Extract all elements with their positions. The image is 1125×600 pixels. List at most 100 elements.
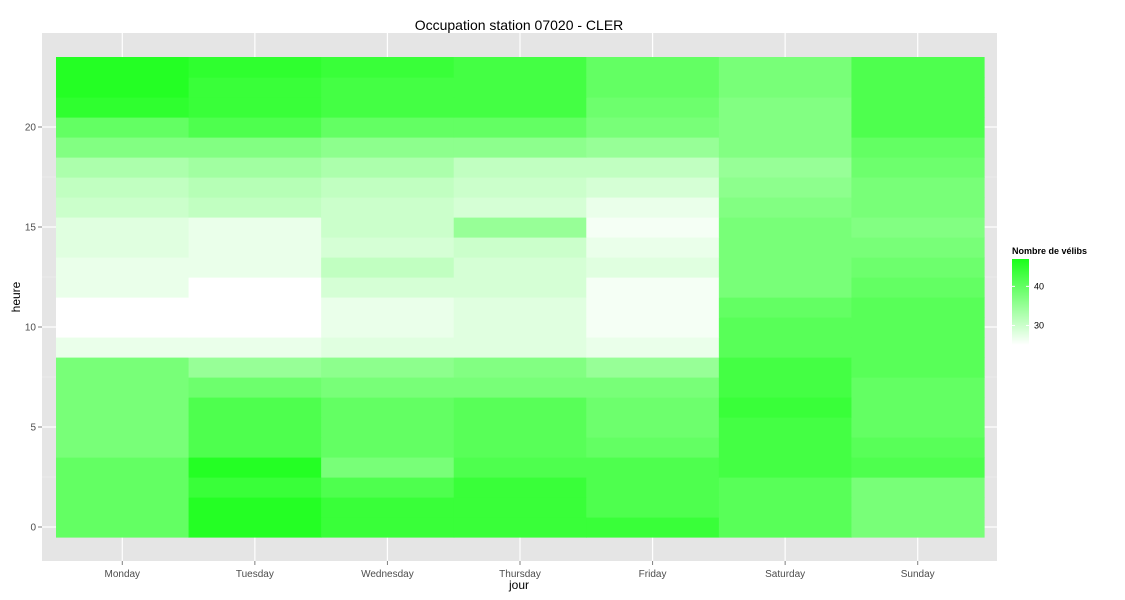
heatmap-tile xyxy=(453,257,587,278)
heatmap-tile xyxy=(453,277,587,298)
heatmap-tile xyxy=(453,337,587,358)
heatmap-tile xyxy=(718,137,853,158)
heatmap-tile xyxy=(56,277,190,298)
heatmap-tile xyxy=(321,477,455,498)
heatmap-tile xyxy=(56,77,190,98)
y-tick-label: 0 xyxy=(30,523,36,534)
heatmap-tile xyxy=(56,477,190,498)
heatmap-tile xyxy=(586,297,720,318)
heatmap-tile xyxy=(453,97,587,118)
heatmap-tile xyxy=(188,157,322,178)
heatmap-tile xyxy=(321,177,455,198)
heatmap-tile xyxy=(188,237,322,258)
x-axis-title: jour xyxy=(508,578,529,592)
heatmap-tile xyxy=(851,457,985,478)
heatmap-tile xyxy=(188,57,322,78)
heatmap-tile xyxy=(718,357,853,378)
heatmap-tile xyxy=(718,157,853,178)
heatmap-tile xyxy=(851,217,985,238)
x-tick-label: Tuesday xyxy=(236,569,274,580)
heatmap-tile xyxy=(718,517,853,538)
heatmap-tile xyxy=(56,377,190,398)
heatmap-tile xyxy=(453,237,587,258)
heatmap-tile xyxy=(56,237,190,258)
heatmap-tile xyxy=(851,77,985,98)
heatmap-tile xyxy=(188,417,322,438)
heatmap-tiles xyxy=(56,57,985,538)
heatmap-tile xyxy=(453,57,587,78)
heatmap-tile xyxy=(718,257,853,278)
heatmap-tile xyxy=(321,137,455,158)
heatmap-tile xyxy=(851,137,985,158)
heatmap-tile xyxy=(56,117,190,138)
heatmap-tile xyxy=(453,177,587,198)
heatmap-tile xyxy=(851,197,985,218)
heatmap-tile xyxy=(851,437,985,458)
heatmap-tile xyxy=(453,497,587,518)
heatmap-tile xyxy=(453,197,587,218)
heatmap-tile xyxy=(188,517,322,538)
heatmap-tile xyxy=(321,77,455,98)
heatmap-tile xyxy=(188,377,322,398)
heatmap-tile xyxy=(586,417,720,438)
heatmap-tile xyxy=(188,77,322,98)
heatmap-tile xyxy=(321,297,455,318)
heatmap-tile xyxy=(851,157,985,178)
heatmap-tile xyxy=(453,317,587,338)
heatmap-tile xyxy=(851,237,985,258)
heatmap-tile xyxy=(851,517,985,538)
heatmap-tile xyxy=(188,397,322,418)
x-axis: Monday Tuesday Wednesday Thursday Friday Satu… xyxy=(104,561,935,580)
heatmap-tile xyxy=(851,117,985,138)
heatmap-tile xyxy=(56,137,190,158)
heatmap-tile xyxy=(851,337,985,358)
heatmap-tile xyxy=(56,177,190,198)
heatmap-tile xyxy=(321,497,455,518)
heatmap-tile xyxy=(321,257,455,278)
heatmap-tile xyxy=(453,457,587,478)
heatmap-tile xyxy=(586,237,720,258)
heatmap-tile xyxy=(56,437,190,458)
heatmap-tile xyxy=(851,317,985,338)
heatmap-tile xyxy=(586,437,720,458)
heatmap-tile xyxy=(851,257,985,278)
heatmap-tile xyxy=(321,97,455,118)
heatmap-tile xyxy=(586,497,720,518)
heatmap-tile xyxy=(56,297,190,318)
heatmap-tile xyxy=(718,197,853,218)
heatmap-tile xyxy=(718,477,853,498)
heatmap-tile xyxy=(56,417,190,438)
chart-title: Occupation station 07020 - CLER xyxy=(415,17,624,33)
heatmap-tile xyxy=(188,477,322,498)
heatmap-tile xyxy=(453,397,587,418)
heatmap-tile xyxy=(851,477,985,498)
x-tick-label: Saturday xyxy=(765,569,805,580)
heatmap-tile xyxy=(453,217,587,238)
heatmap-tile xyxy=(453,77,587,98)
heatmap-tile xyxy=(321,217,455,238)
heatmap-tile xyxy=(56,217,190,238)
heatmap-tile xyxy=(321,357,455,378)
heatmap-tile xyxy=(851,277,985,298)
legend-tick-label: 40 xyxy=(1034,281,1044,291)
heatmap-tile xyxy=(56,317,190,338)
heatmap-tile xyxy=(718,297,853,318)
heatmap-tile xyxy=(321,197,455,218)
heatmap-tile xyxy=(718,317,853,338)
heatmap-tile xyxy=(586,257,720,278)
heatmap-tile xyxy=(56,157,190,178)
heatmap-tile xyxy=(453,117,587,138)
heatmap-tile xyxy=(718,57,853,78)
heatmap-tile xyxy=(188,217,322,238)
y-axis-title: heure xyxy=(9,281,23,312)
heatmap-tile xyxy=(321,277,455,298)
heatmap-tile xyxy=(188,437,322,458)
heatmap-tile xyxy=(188,337,322,358)
heatmap-tile xyxy=(453,517,587,538)
heatmap-tile xyxy=(56,337,190,358)
y-tick-label: 15 xyxy=(25,223,37,234)
heatmap-tile xyxy=(321,457,455,478)
heatmap-tile xyxy=(56,397,190,418)
heatmap-tile xyxy=(453,297,587,318)
heatmap-tile xyxy=(321,157,455,178)
